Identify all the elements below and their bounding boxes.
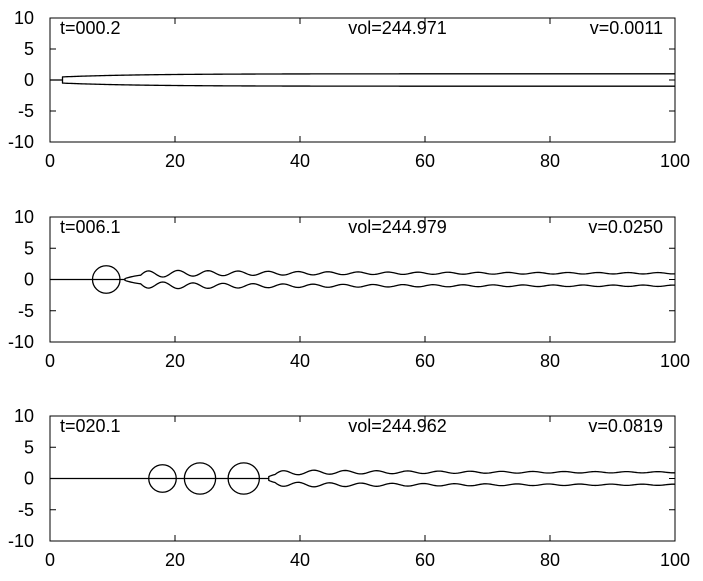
y-tick-label: -10 xyxy=(8,132,34,152)
volume-label: vol=244.979 xyxy=(348,217,447,237)
y-tick-label: 0 xyxy=(24,70,34,90)
droplet-2 xyxy=(183,462,217,495)
time-label: t=020.1 xyxy=(60,416,121,436)
thread-lower-edge xyxy=(124,279,676,290)
x-tick-label: 100 xyxy=(660,151,690,171)
y-tick-label: 10 xyxy=(14,207,34,227)
y-tick-label: -10 xyxy=(8,332,34,352)
time-label: t=006.1 xyxy=(60,217,121,237)
y-tick-label: 10 xyxy=(14,406,34,426)
thread-upper-edge xyxy=(61,73,675,80)
droplet-1 xyxy=(148,464,177,493)
x-tick-label: 20 xyxy=(165,151,185,171)
x-tick-label: 0 xyxy=(45,151,55,171)
x-tick-label: 40 xyxy=(290,151,310,171)
y-tick-label: -5 xyxy=(18,500,34,520)
velocity-label: v=0.0250 xyxy=(588,217,663,237)
x-tick-label: 20 xyxy=(165,351,185,371)
x-tick-label: 20 xyxy=(165,550,185,570)
x-tick-label: 60 xyxy=(415,151,435,171)
velocity-label: v=0.0819 xyxy=(588,416,663,436)
volume-label: vol=244.962 xyxy=(348,416,447,436)
thread-upper-edge xyxy=(268,469,676,479)
x-tick-label: 0 xyxy=(45,351,55,371)
droplet-3 xyxy=(227,462,261,495)
chart-panel-2: 0 20 40 60 80 100 10 5 0 -5 -10 t=006.1 vol=244.979 v… xyxy=(8,207,690,371)
x-tick-label: 80 xyxy=(540,550,560,570)
thread-lower-edge xyxy=(268,478,676,488)
chart-panel-1: 0 20 40 60 80 100 10 5 0 -5 -10 t=000.2 vol=244.971 v… xyxy=(8,8,690,171)
x-tick-label: 0 xyxy=(45,550,55,570)
x-tick-label: 60 xyxy=(415,351,435,371)
x-tick-label: 60 xyxy=(415,550,435,570)
y-tick-label: -5 xyxy=(18,101,34,121)
x-tick-label: 40 xyxy=(290,351,310,371)
chart-panel-3: 0 20 40 60 80 100 10 5 0 -5 -10 t=020.1 vol=244.962 v… xyxy=(8,406,690,570)
x-tick-label: 80 xyxy=(540,151,560,171)
droplet-1 xyxy=(91,265,121,294)
y-tick-label: 0 xyxy=(24,469,34,489)
y-tick-label: -5 xyxy=(18,301,34,321)
y-tick-label: 5 xyxy=(24,437,34,457)
y-tick-label: 10 xyxy=(14,8,34,28)
y-tick-label: -10 xyxy=(8,531,34,551)
x-tick-label: 100 xyxy=(660,351,690,371)
x-tick-label: 100 xyxy=(660,550,690,570)
y-tick-label: 0 xyxy=(24,270,34,290)
x-tick-label: 40 xyxy=(290,550,310,570)
x-tick-label: 80 xyxy=(540,351,560,371)
thread-upper-edge xyxy=(124,269,676,280)
velocity-label: v=0.0011 xyxy=(590,18,663,38)
thread-lower-edge xyxy=(61,80,675,87)
volume-label: vol=244.971 xyxy=(348,18,447,38)
y-tick-label: 5 xyxy=(24,39,34,59)
y-tick-label: 5 xyxy=(24,238,34,258)
time-label: t=000.2 xyxy=(60,18,121,38)
